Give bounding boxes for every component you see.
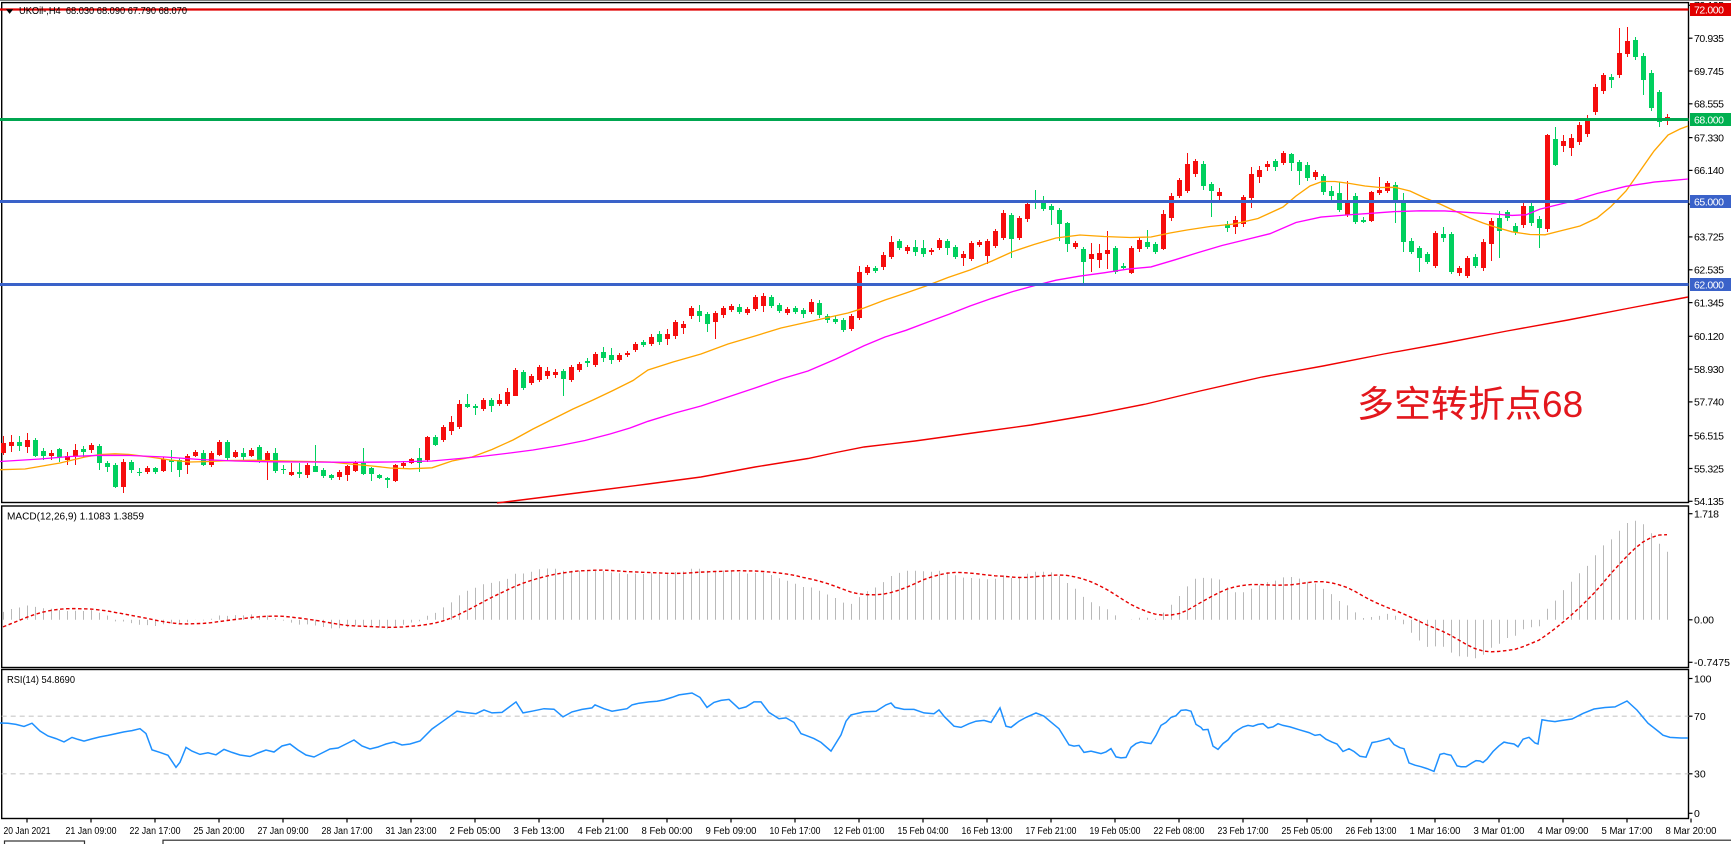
- svg-text:UKOil-,H4 68.030 68.090 67.79: UKOil-,H4 68.030 68.090 67.790 68.070: [19, 5, 187, 17]
- svg-text:25 Jan 20:00: 25 Jan 20:00: [194, 826, 245, 837]
- svg-text:0: 0: [1694, 808, 1700, 820]
- svg-text:RSI(14) 54.8690: RSI(14) 54.8690: [7, 674, 75, 686]
- svg-text:60.120: 60.120: [1694, 331, 1724, 343]
- svg-text:17 Feb 21:00: 17 Feb 21:00: [1026, 826, 1077, 837]
- svg-text:62.000: 62.000: [1694, 279, 1724, 291]
- svg-text:MACD(12,26,9) 1.1083 1.3859: MACD(12,26,9) 1.1083 1.3859: [7, 511, 144, 523]
- svg-text:3 Mar 01:00: 3 Mar 01:00: [1474, 826, 1525, 837]
- svg-text:62.535: 62.535: [1694, 265, 1724, 277]
- svg-text:63.725: 63.725: [1694, 232, 1724, 244]
- svg-text:68: 68: [1542, 384, 1583, 425]
- svg-text:4 Feb 21:00: 4 Feb 21:00: [578, 826, 629, 837]
- svg-text:56.515: 56.515: [1694, 431, 1724, 443]
- svg-text:27 Jan 09:00: 27 Jan 09:00: [258, 826, 309, 837]
- svg-text:4 Mar 09:00: 4 Mar 09:00: [1538, 826, 1589, 837]
- svg-text:23 Feb 17:00: 23 Feb 17:00: [1218, 826, 1269, 837]
- svg-text:16 Feb 13:00: 16 Feb 13:00: [962, 826, 1013, 837]
- svg-text:72.000: 72.000: [1694, 4, 1724, 16]
- svg-text:69.745: 69.745: [1694, 66, 1724, 78]
- svg-text:31 Jan 23:00: 31 Jan 23:00: [386, 826, 437, 837]
- svg-text:21 Jan 09:00: 21 Jan 09:00: [66, 826, 117, 837]
- svg-text:30: 30: [1694, 769, 1706, 781]
- svg-text:58.930: 58.930: [1694, 364, 1724, 376]
- svg-text:54.135: 54.135: [1694, 496, 1724, 508]
- svg-text:15 Feb 04:00: 15 Feb 04:00: [898, 826, 949, 837]
- svg-text:28 Jan 17:00: 28 Jan 17:00: [322, 826, 373, 837]
- svg-text:68.000: 68.000: [1694, 114, 1724, 126]
- svg-text:67.330: 67.330: [1694, 132, 1724, 144]
- svg-text:55.325: 55.325: [1694, 463, 1724, 475]
- svg-text:70.935: 70.935: [1694, 33, 1724, 45]
- svg-text:61.345: 61.345: [1694, 297, 1724, 309]
- svg-text:57.740: 57.740: [1694, 397, 1724, 409]
- svg-text:25 Feb 05:00: 25 Feb 05:00: [1282, 826, 1333, 837]
- svg-text:19 Feb 05:00: 19 Feb 05:00: [1090, 826, 1141, 837]
- svg-text:9 Feb 09:00: 9 Feb 09:00: [706, 826, 757, 837]
- svg-text:1 Mar 16:00: 1 Mar 16:00: [1410, 826, 1461, 837]
- svg-text:26 Feb 13:00: 26 Feb 13:00: [1346, 826, 1397, 837]
- svg-text:12 Feb 01:00: 12 Feb 01:00: [834, 826, 885, 837]
- svg-text:3 Feb 13:00: 3 Feb 13:00: [514, 826, 565, 837]
- svg-text:22 Feb 08:00: 22 Feb 08:00: [1154, 826, 1205, 837]
- svg-text:8 Feb 00:00: 8 Feb 00:00: [642, 826, 693, 837]
- svg-text:22 Jan 17:00: 22 Jan 17:00: [130, 826, 181, 837]
- svg-text:100: 100: [1694, 673, 1712, 685]
- svg-text:1.718: 1.718: [1694, 509, 1719, 521]
- svg-text:8 Mar 20:00: 8 Mar 20:00: [1666, 826, 1717, 837]
- svg-text:70: 70: [1694, 711, 1706, 723]
- svg-text:66.140: 66.140: [1694, 165, 1724, 177]
- svg-text:10 Feb 17:00: 10 Feb 17:00: [770, 826, 821, 837]
- svg-text:68.555: 68.555: [1694, 99, 1724, 111]
- svg-text:0.00: 0.00: [1694, 615, 1714, 627]
- svg-text:5 Mar 17:00: 5 Mar 17:00: [1602, 826, 1653, 837]
- svg-text:2 Feb 05:00: 2 Feb 05:00: [450, 826, 501, 837]
- svg-text:-0.7475: -0.7475: [1694, 657, 1730, 669]
- svg-text:65.000: 65.000: [1694, 196, 1724, 208]
- svg-text:20 Jan 2021: 20 Jan 2021: [4, 826, 51, 837]
